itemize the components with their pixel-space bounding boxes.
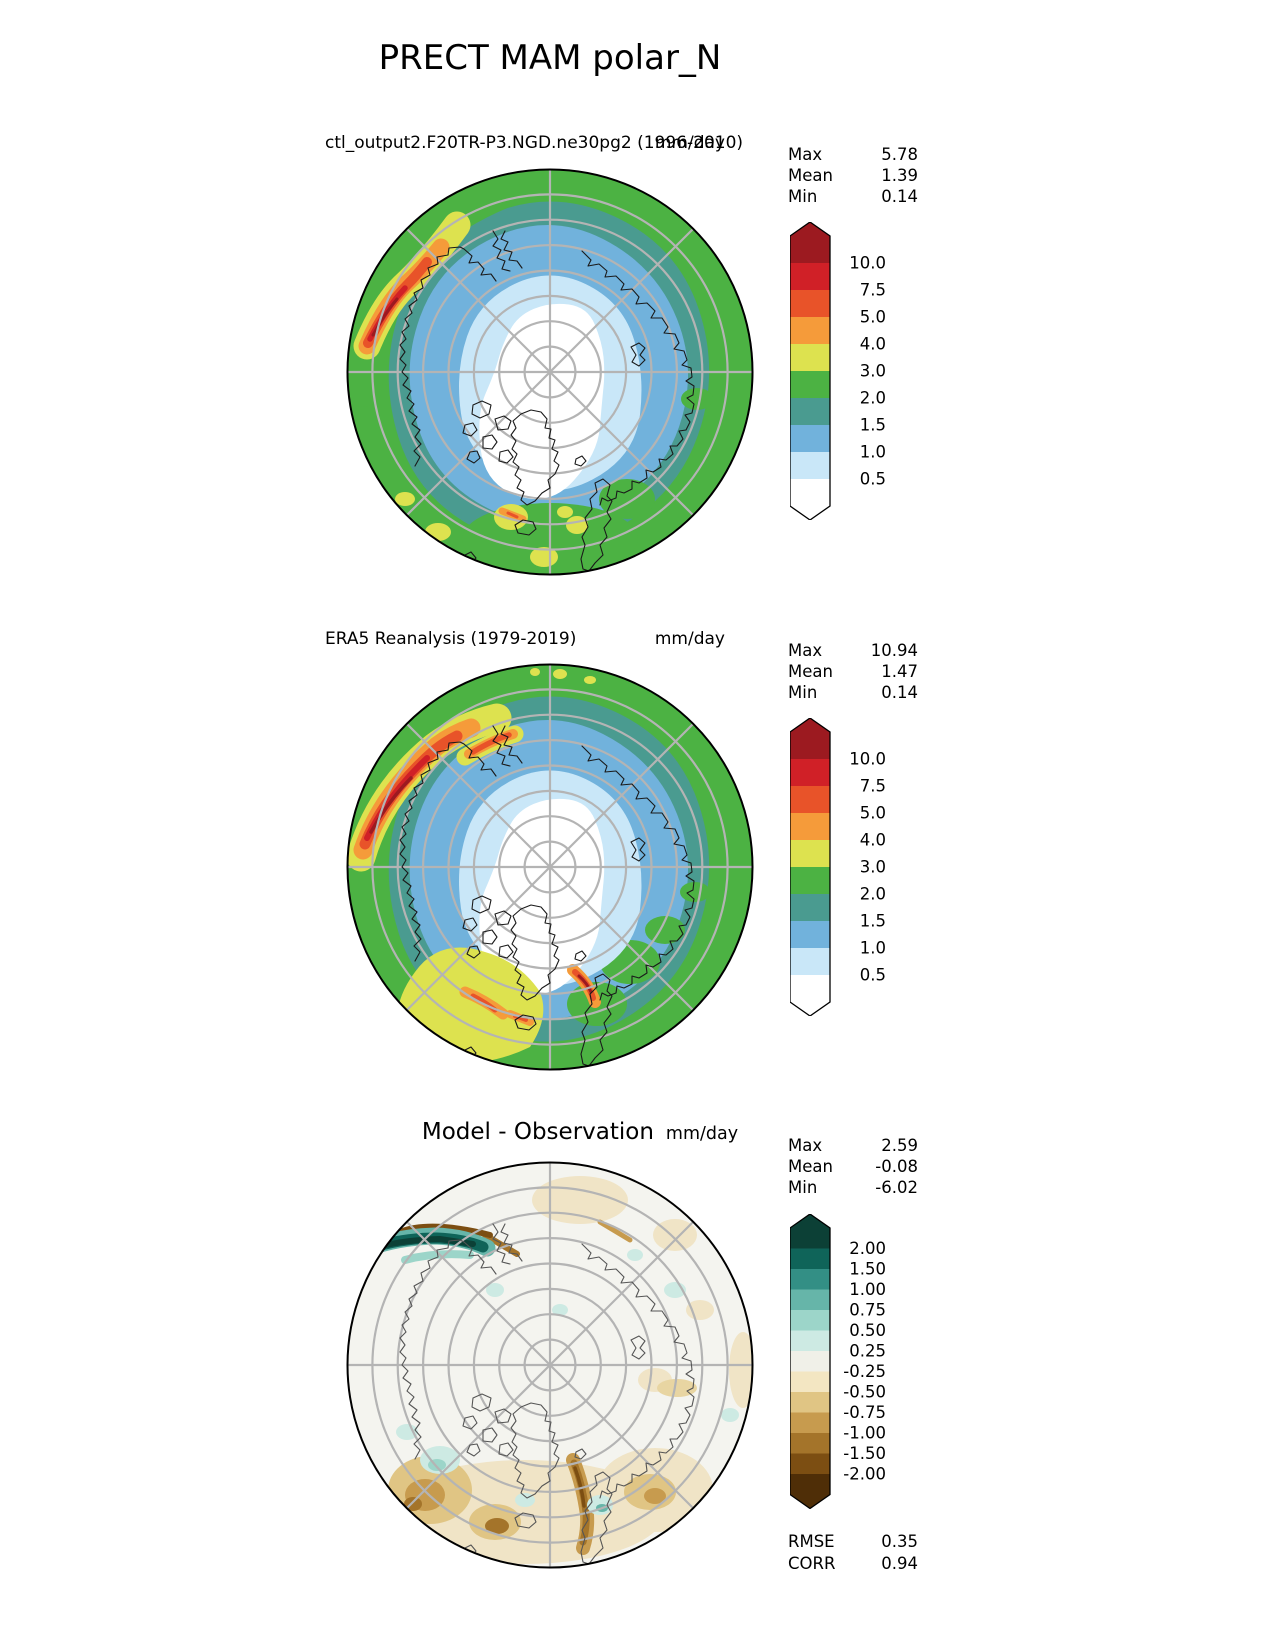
svg-text:2.0: 2.0 [860,389,886,408]
stat-value: 0.14 [881,683,918,702]
panel3-metrics: RMSE 0.35 CORR 0.94 [788,1531,918,1575]
stat-row-max: Max 2.59 [788,1135,918,1156]
svg-text:1.50: 1.50 [849,1260,886,1279]
svg-text:1.0: 1.0 [860,939,886,958]
stat-label: Min [788,187,818,206]
svg-text:7.5: 7.5 [860,281,886,300]
svg-text:-1.50: -1.50 [843,1444,886,1463]
stat-row-max: Max 5.78 [788,144,918,165]
svg-text:4.0: 4.0 [860,335,886,354]
stat-label: Mean [788,1157,833,1176]
stat-label: Max [788,145,823,164]
svg-text:4.0: 4.0 [860,831,886,850]
svg-text:0.5: 0.5 [860,470,886,489]
svg-text:1.5: 1.5 [860,416,886,435]
metric-label: CORR [788,1554,836,1573]
panel2-stats: Max 10.94 Mean 1.47 Min 0.14 [788,640,918,703]
svg-text:0.5: 0.5 [860,966,886,985]
stat-row-mean: Mean -0.08 [788,1156,918,1177]
stat-label: Min [788,683,818,702]
stat-row-min: Min 0.14 [788,682,918,703]
panel3-title: Model - Observation [421,1119,654,1145]
svg-text:1.5: 1.5 [860,912,886,931]
stat-value: 5.78 [881,145,918,164]
svg-text:7.5: 7.5 [860,777,886,796]
stat-value: 10.94 [870,641,918,660]
svg-text:0.25: 0.25 [849,1342,886,1361]
svg-text:-1.00: -1.00 [843,1424,886,1443]
stat-value: 2.59 [881,1136,918,1155]
svg-text:3.0: 3.0 [860,858,886,877]
stat-row-max: Max 10.94 [788,640,918,661]
stat-label: Mean [788,662,833,681]
stat-label: Max [788,641,823,660]
figure-title: PRECT MAM polar_N [378,38,722,78]
panel3-stats: Max 2.59 Mean -0.08 Min -6.02 [788,1135,918,1198]
obs-map [346,663,754,1071]
top-edge-dots [530,668,596,684]
stat-value: 0.14 [881,187,918,206]
panel2-title: ERA5 Reanalysis (1979-2019) [325,629,577,649]
svg-text:10.0: 10.0 [849,750,886,769]
panel1-units-label: mm/day [654,133,725,153]
svg-text:0.50: 0.50 [849,1321,886,1340]
storm-track-band [348,171,520,407]
svg-text:5.0: 5.0 [860,308,886,327]
metric-row-corr: CORR 0.94 [788,1553,918,1575]
panel1-stats: Max 5.78 Mean 1.39 Min 0.14 [788,144,918,207]
svg-text:0.75: 0.75 [849,1301,886,1320]
stat-value: 1.47 [881,662,918,681]
svg-text:-2.00: -2.00 [843,1465,886,1484]
metric-value: 0.94 [881,1554,918,1573]
diff-colorbar: 2.00 1.501.00 0.750.50 0.25-0.25 -0.50-0.75 -… [790,1214,886,1509]
svg-text:2.00: 2.00 [849,1239,886,1258]
stat-value: -0.08 [875,1157,918,1176]
panel3-titleblock: Model - Observation mm/day [345,1119,815,1145]
stat-value: 1.39 [881,166,918,185]
precip-colorbar-1: 10.0 7.5 5.0 4.0 3.0 2.0 1.5 1.0 0.5 [790,222,886,520]
panel2-units-label: mm/day [654,629,725,649]
svg-text:1.0: 1.0 [860,443,886,462]
south-precip-patches [395,492,588,567]
stat-row-min: Min 0.14 [788,186,918,207]
stat-label: Min [788,1178,818,1197]
svg-text:-0.25: -0.25 [843,1362,886,1381]
precip-colorbar-2: 10.0 7.5 5.0 4.0 3.0 2.0 1.5 1.0 0.5 [790,718,886,1016]
metric-value: 0.35 [881,1532,918,1551]
panel1-title: ctl_output2.F20TR-P3.NGD.ne30pg2 (1996-2… [325,133,744,153]
svg-text:-0.75: -0.75 [843,1403,886,1422]
storm-track-band [348,667,519,901]
stat-row-mean: Mean 1.39 [788,165,918,186]
diff-map [346,1161,754,1569]
metric-label: RMSE [788,1532,835,1551]
svg-text:5.0: 5.0 [860,804,886,823]
stat-value: -6.02 [875,1178,918,1197]
stat-row-min: Min -6.02 [788,1177,918,1198]
metric-row-rmse: RMSE 0.35 [788,1531,918,1553]
panel3-units-label: mm/day [665,1124,739,1144]
svg-text:3.0: 3.0 [860,362,886,381]
svg-text:1.00: 1.00 [849,1280,886,1299]
stat-label: Max [788,1136,823,1155]
model-map [346,168,754,576]
svg-text:10.0: 10.0 [849,254,886,273]
stat-label: Mean [788,166,833,185]
svg-text:-0.50: -0.50 [843,1383,886,1402]
svg-text:2.0: 2.0 [860,885,886,904]
stat-row-mean: Mean 1.47 [788,661,918,682]
